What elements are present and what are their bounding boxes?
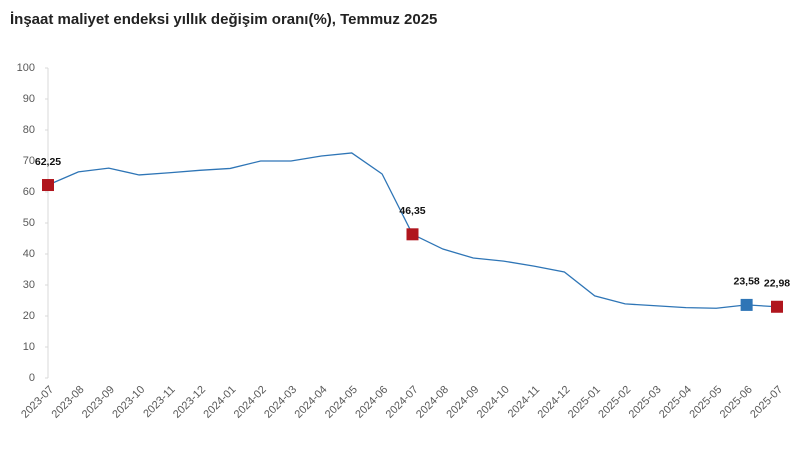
marker <box>740 298 753 311</box>
y-tick-label: 20 <box>23 310 35 322</box>
y-tick-label: 90 <box>23 93 35 105</box>
x-tick-label: 2025-01 <box>566 384 603 421</box>
x-tick-label: 2024-09 <box>444 384 481 421</box>
x-tick-label: 2023-07 <box>19 384 56 421</box>
x-tick-label: 2024-01 <box>201 384 238 421</box>
x-tick-label: 2023-12 <box>171 384 208 421</box>
x-tick-label: 2023-08 <box>50 384 87 421</box>
x-tick-label: 2025-03 <box>627 384 664 421</box>
x-tick-label: 2024-06 <box>353 384 390 421</box>
x-tick-label: 2023-09 <box>80 384 117 421</box>
x-tick-label: 2024-12 <box>536 384 573 421</box>
x-tick-label: 2025-04 <box>657 384 694 421</box>
y-tick-label: 100 <box>17 62 35 74</box>
marker <box>406 228 419 241</box>
value-label: 62,25 <box>35 156 61 168</box>
x-tick-label: 2025-02 <box>596 384 633 421</box>
y-tick-label: 0 <box>29 372 35 384</box>
y-tick-label: 70 <box>23 155 35 167</box>
marker <box>771 300 783 313</box>
x-tick-label: 2024-07 <box>384 384 421 421</box>
x-tick-label: 2025-06 <box>718 384 755 421</box>
x-tick-label: 2025-07 <box>748 384 785 421</box>
y-tick-label: 10 <box>23 341 35 353</box>
value-label: 23,58 <box>733 276 759 288</box>
y-tick-label: 50 <box>23 217 35 229</box>
x-tick-label: 2023-10 <box>110 384 147 421</box>
x-tick-label: 2024-02 <box>232 384 269 421</box>
x-tick-label: 2025-05 <box>687 384 724 421</box>
y-tick-label: 40 <box>23 248 35 260</box>
y-tick-label: 30 <box>23 279 35 291</box>
marker <box>42 179 54 192</box>
y-tick-label: 60 <box>23 186 35 198</box>
y-tick-label: 80 <box>23 124 35 136</box>
x-tick-label: 2024-03 <box>262 384 299 421</box>
chart-title: İnşaat maliyet endeksi yıllık değişim or… <box>10 11 437 28</box>
x-tick-label: 2024-04 <box>293 384 330 421</box>
x-tick-label: 2024-10 <box>475 384 512 421</box>
x-tick-label: 2024-08 <box>414 384 451 421</box>
x-tick-label: 2024-05 <box>323 384 360 421</box>
value-label: 22,98 <box>764 278 790 290</box>
value-label: 46,35 <box>399 205 425 217</box>
